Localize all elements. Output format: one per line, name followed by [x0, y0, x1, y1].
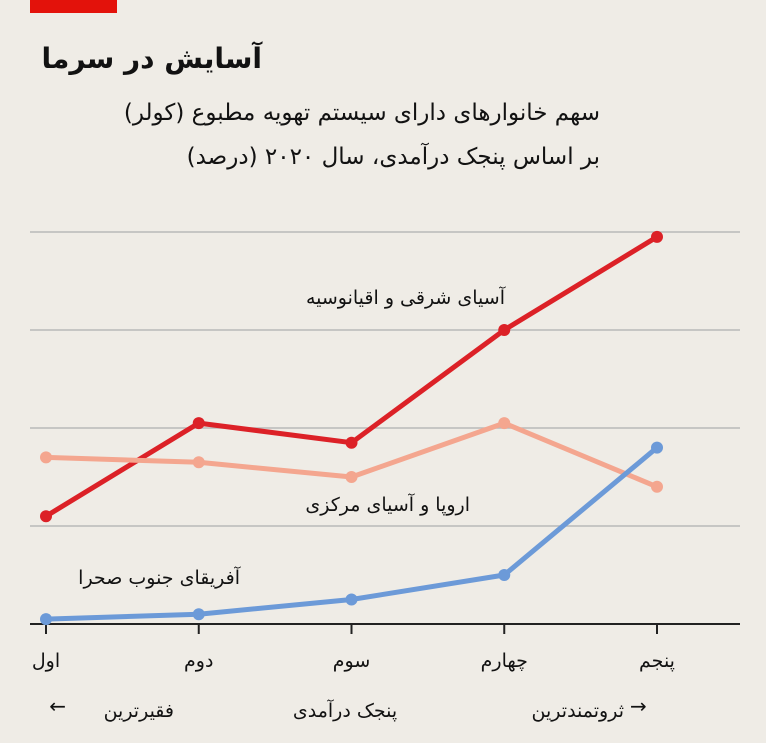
- brand-bar: [30, 0, 117, 13]
- series-label: آسیای شرقی و اقیانوسیه: [305, 287, 505, 309]
- data-point: [498, 324, 511, 336]
- data-point: [651, 230, 663, 243]
- series-label: آفریقای جنوب صحرا: [78, 567, 240, 589]
- data-point: [345, 471, 358, 483]
- x-tick-label: اول: [31, 650, 61, 672]
- data-point: [192, 417, 205, 430]
- data-point: [345, 593, 358, 606]
- x-axis-title: پنجک درآمدی: [292, 700, 398, 722]
- richest-label: ثروتمندترین: [531, 700, 624, 722]
- data-point: [498, 569, 511, 581]
- data-point: [651, 441, 663, 454]
- x-tick-label: سوم: [332, 650, 371, 672]
- x-tick-label: دوم: [184, 650, 214, 672]
- data-point: [40, 451, 52, 464]
- x-tick-label: پنجم: [639, 650, 675, 672]
- x-tick-label: چهارم: [480, 650, 528, 672]
- data-point: [40, 510, 52, 523]
- poorest-label: فقیرترین: [103, 700, 174, 722]
- series-label: اروپا و آسیای مرکزی: [305, 494, 470, 516]
- data-point: [651, 480, 663, 493]
- chart-subtitle: بر اساس پنجک درآمدی، سال ۲۰۲۰ (درصد): [186, 144, 600, 170]
- data-point: [498, 417, 511, 430]
- data-point: [192, 456, 205, 469]
- arrow: ←: [49, 694, 66, 718]
- arrow: →: [630, 694, 647, 718]
- data-point: [192, 608, 205, 621]
- chart-title: آسایش در سرما: [41, 42, 262, 75]
- data-point: [40, 613, 52, 626]
- data-point: [345, 436, 358, 449]
- chart-subtitle: سهم خانوارهای دارای سیستم تهویه مطبوع (ک…: [123, 100, 600, 126]
